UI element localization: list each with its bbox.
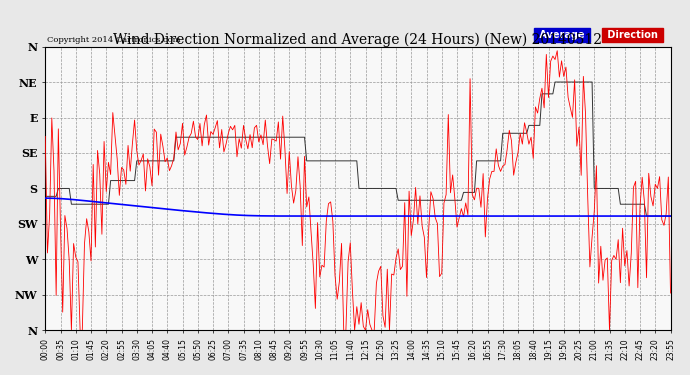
Text: Copyright 2014 Cartronics.com: Copyright 2014 Cartronics.com bbox=[46, 36, 180, 44]
Title: Wind Direction Normalized and Average (24 Hours) (New) 20140512: Wind Direction Normalized and Average (2… bbox=[113, 32, 602, 46]
Text: Average: Average bbox=[536, 30, 588, 40]
Text: Direction: Direction bbox=[604, 30, 661, 40]
